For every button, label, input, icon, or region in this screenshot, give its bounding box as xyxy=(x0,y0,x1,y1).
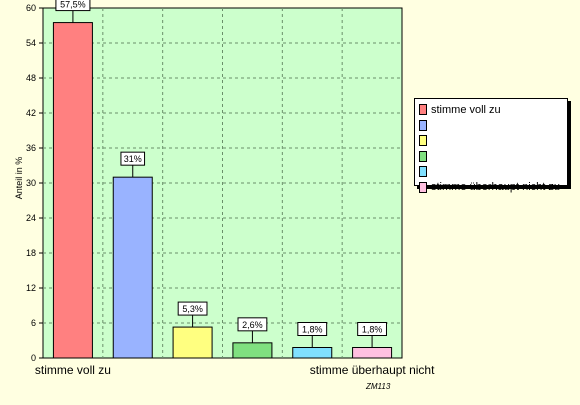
legend: stimme voll zu stimme überhaupt nicht zu xyxy=(414,98,568,193)
y-tick-label: 18 xyxy=(26,248,36,258)
y-tick-label: 0 xyxy=(31,353,36,363)
data-label: 31% xyxy=(124,154,142,164)
legend-item xyxy=(419,118,567,134)
data-label: 1,8% xyxy=(362,325,383,335)
bar xyxy=(232,342,273,359)
legend-swatch xyxy=(419,150,427,162)
legend-item: stimme voll zu xyxy=(419,102,567,118)
data-label-box xyxy=(177,301,208,316)
data-label-box xyxy=(357,322,387,336)
bar xyxy=(172,326,213,359)
plot-area: 0 6 12 18 24 30 36 42 48 54 60 57,5% 31% 5,3% 2,6% 1,8%… xyxy=(26,0,435,377)
y-tick-label: 24 xyxy=(26,213,36,223)
y-tick-label: 36 xyxy=(26,143,36,153)
legend-item xyxy=(419,164,567,180)
bar xyxy=(352,347,393,359)
y-tick-label: 48 xyxy=(26,73,36,83)
legend-swatch xyxy=(419,119,427,131)
y-tick-label: 30 xyxy=(26,178,36,188)
x-category-label: stimme voll zu xyxy=(35,363,111,377)
data-label: 57,5% xyxy=(60,0,86,10)
y-axis-label: Anteil in % xyxy=(14,157,24,200)
footnote: ZM113 xyxy=(365,382,391,391)
legend-label: stimme überhaupt nicht zu xyxy=(431,181,561,194)
data-label-box xyxy=(55,0,91,12)
data-label-box xyxy=(237,317,268,332)
y-tick-label: 42 xyxy=(26,108,36,118)
bar xyxy=(112,176,153,359)
legend-item xyxy=(419,133,567,149)
legend-swatch xyxy=(419,166,427,178)
data-label-box xyxy=(120,151,146,166)
y-tick-label: 12 xyxy=(26,283,36,293)
bar xyxy=(52,22,93,359)
x-category-label: stimme überhaupt nicht xyxy=(310,363,435,377)
legend-swatch xyxy=(419,135,427,147)
legend-swatch xyxy=(419,181,427,193)
legend-swatch xyxy=(419,104,427,116)
legend-item: stimme überhaupt nicht zu xyxy=(419,180,567,196)
data-label: 2,6% xyxy=(242,320,263,330)
bar xyxy=(292,347,333,359)
y-tick-label: 6 xyxy=(31,318,36,328)
data-label: 1,8% xyxy=(302,325,323,335)
legend-label: stimme voll zu xyxy=(431,103,501,116)
y-tick-label: 60 xyxy=(26,3,36,13)
data-label: 5,3% xyxy=(182,304,203,314)
data-label-box xyxy=(297,322,328,336)
y-tick-label: 54 xyxy=(26,38,36,48)
legend-item xyxy=(419,149,567,165)
